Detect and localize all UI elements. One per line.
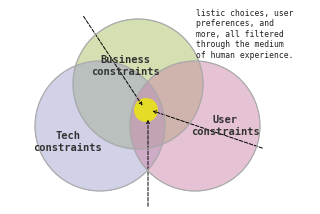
Circle shape <box>134 98 158 122</box>
Text: Business
constraints: Business constraints <box>91 55 159 77</box>
Circle shape <box>35 61 165 191</box>
Circle shape <box>130 61 260 191</box>
Text: User
constraints: User constraints <box>191 115 260 137</box>
Text: Tech
constraints: Tech constraints <box>34 131 102 153</box>
Text: listic choices, user
preferences, and
more, all filtered
through the medium
of h: listic choices, user preferences, and mo… <box>196 9 293 60</box>
Circle shape <box>73 19 203 149</box>
